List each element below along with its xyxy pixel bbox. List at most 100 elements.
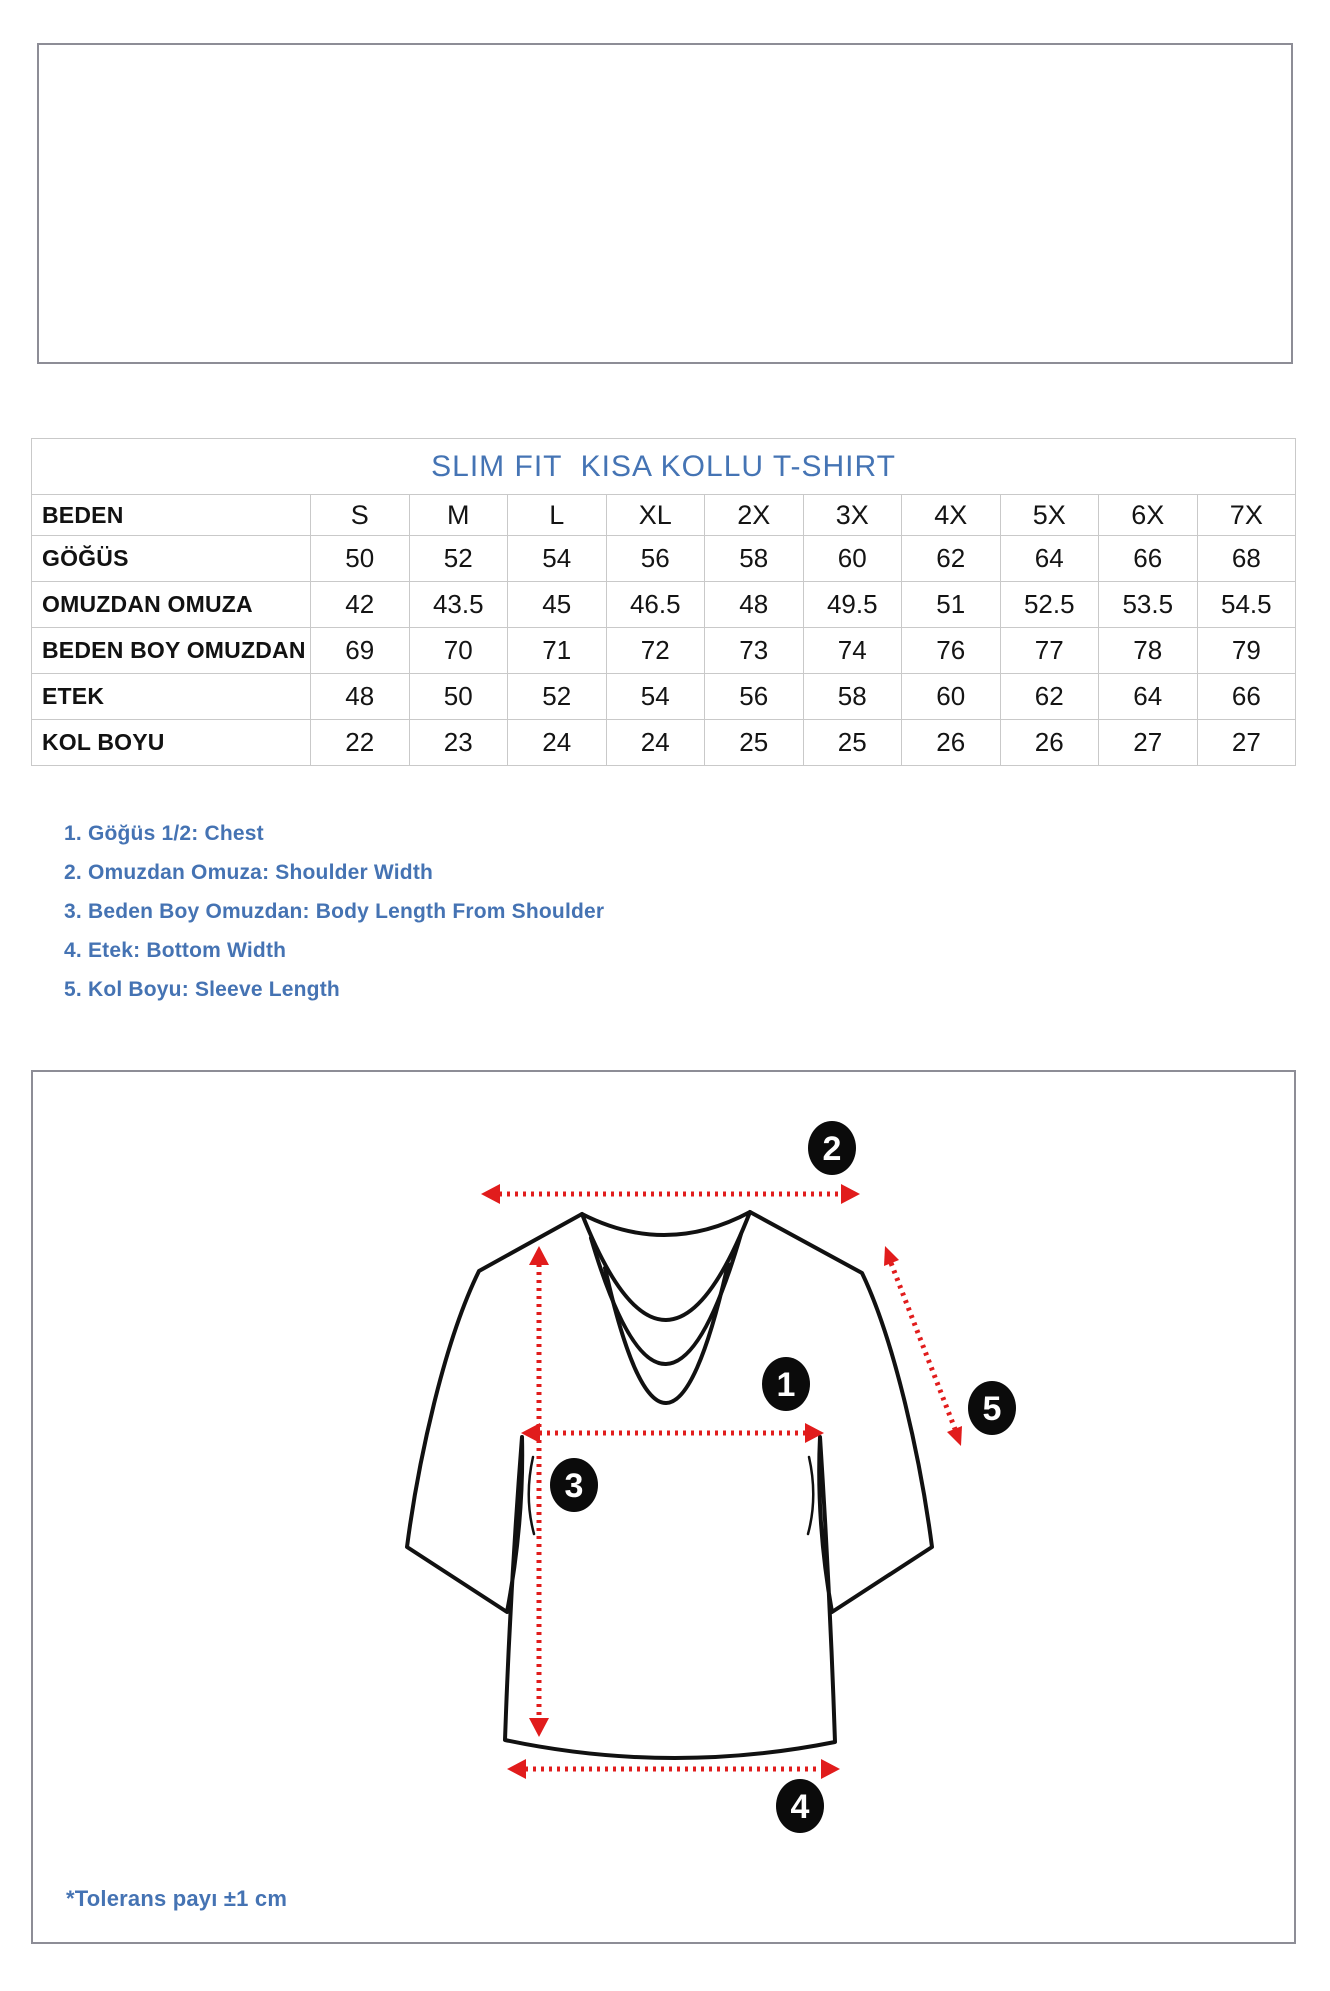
measurement-cell: 56: [704, 673, 804, 720]
size-column-header: 7X: [1196, 494, 1297, 536]
body-length-arrow: [529, 1246, 549, 1737]
measurement-cell: 50: [408, 673, 508, 720]
table-title-row: SLIM FIT KISA KOLLU T-SHIRT: [30, 438, 1297, 495]
measurement-cell: 54.5: [1196, 581, 1297, 628]
measurement-cell: 23: [408, 719, 508, 766]
measurement-cell: 48: [310, 673, 410, 720]
marker-4: 4: [776, 1779, 824, 1833]
measurement-row-label: ETEK: [31, 673, 311, 720]
measurement-cell: 42: [310, 581, 410, 628]
measurement-cell: 22: [310, 719, 410, 766]
measurement-cell: 64: [1098, 673, 1198, 720]
size-column-header: L: [507, 494, 607, 536]
tshirt-collar: [580, 1210, 752, 1405]
measurement-cell: 60: [802, 535, 902, 582]
measurement-cell: 49.5: [802, 581, 902, 628]
measurement-row: BEDEN BOY OMUZDAN 69 70 71 72 73 74 76 77 78 79: [31, 627, 1297, 674]
measurement-row: KOL BOYU 22 23 24 24 25 25 26 26 27 27: [31, 719, 1297, 766]
size-chart-section: SLIM FIT KISA KOLLU T-SHIRT BEDEN S M L XL 2…: [30, 438, 1297, 766]
measurement-row: GÖĞÜS 50 52 54 56 58 60 62 64 66 68: [31, 535, 1297, 582]
measurement-cell: 79: [1196, 627, 1297, 674]
measurement-cell: 62: [901, 535, 1001, 582]
size-header-row: BEDEN S M L XL 2X 3X 4X 5X 6X 7X: [31, 494, 1297, 536]
diagram-panel: 1 2 3 4 5 *Tolerans payı ±1 cm: [31, 1070, 1296, 1944]
measurement-cell: 25: [802, 719, 902, 766]
measure-arrows: [481, 1184, 962, 1779]
measurement-cell: 72: [605, 627, 705, 674]
measurement-cell: 45: [507, 581, 607, 628]
measurement-cell: 48: [704, 581, 804, 628]
measurement-row-label: OMUZDAN OMUZA: [31, 581, 311, 628]
measurement-cell: 66: [1098, 535, 1198, 582]
size-column-header: 6X: [1098, 494, 1198, 536]
measurement-cell: 68: [1196, 535, 1297, 582]
measurement-cell: 27: [1196, 719, 1297, 766]
svg-text:5: 5: [983, 1390, 1002, 1428]
chest-width-arrow: [521, 1423, 824, 1443]
measurement-cell: 54: [605, 673, 705, 720]
size-chart-title: SLIM FIT KISA KOLLU T-SHIRT: [30, 438, 1297, 495]
svg-text:4: 4: [791, 1788, 810, 1826]
sleeve-length-arrow: [884, 1246, 962, 1446]
marker-5: 5: [968, 1381, 1016, 1435]
measurement-cell: 24: [507, 719, 607, 766]
header-label-cell: BEDEN: [31, 494, 311, 536]
measurement-cell: 62: [999, 673, 1099, 720]
measurement-cell: 70: [408, 627, 508, 674]
tolerance-footnote: *Tolerans payı ±1 cm: [66, 1886, 288, 1911]
size-column-header: 5X: [999, 494, 1099, 536]
measurement-row: ETEK 48 50 52 54 56 58 60 62 64 66: [31, 673, 1297, 720]
legend-item: 3. Beden Boy Omuzdan: Body Length From S…: [64, 900, 605, 923]
size-column-header: 3X: [802, 494, 902, 536]
bottom-width-arrow: [507, 1759, 840, 1779]
legend-item: 5. Kol Boyu: Sleeve Length: [64, 978, 340, 1001]
measurement-cell: 56: [605, 535, 705, 582]
size-chart-body: GÖĞÜS 50 52 54 56 58 60 62 64 66 68 OMUZDAN OMUZA 42…: [31, 535, 1297, 766]
measurement-cell: 43.5: [408, 581, 508, 628]
legend-item: 2. Omuzdan Omuza: Shoulder Width: [64, 861, 434, 884]
size-column-header: M: [408, 494, 508, 536]
measurement-cell: 60: [901, 673, 1001, 720]
measurement-cell: 71: [507, 627, 607, 674]
measurement-row-label: GÖĞÜS: [31, 535, 311, 582]
tshirt-armpit-creases: [527, 1455, 815, 1536]
measurement-cell: 50: [310, 535, 410, 582]
measurement-row-label: KOL BOYU: [31, 719, 311, 766]
size-column-header: XL: [605, 494, 705, 536]
measurement-cell: 46.5: [605, 581, 705, 628]
size-column-header: 2X: [704, 494, 804, 536]
measurement-cell: 74: [802, 627, 902, 674]
marker-2: 2: [808, 1121, 856, 1175]
measurement-cell: 77: [999, 627, 1099, 674]
size-column-header: 4X: [901, 494, 1001, 536]
measurement-cell: 58: [802, 673, 902, 720]
marker-1: 1: [762, 1357, 810, 1411]
measurement-cell: 76: [901, 627, 1001, 674]
measurement-cell: 52: [507, 673, 607, 720]
measurement-cell: 78: [1098, 627, 1198, 674]
measurement-cell: 25: [704, 719, 804, 766]
measurement-cell: 66: [1196, 673, 1297, 720]
measurement-row: OMUZDAN OMUZA 42 43.5 45 46.5 48 49.5 51 52.5 53.…: [31, 581, 1297, 628]
size-chart-table: SLIM FIT KISA KOLLU T-SHIRT BEDEN S M L XL 2…: [30, 438, 1297, 766]
measurement-cell: 54: [507, 535, 607, 582]
svg-text:1: 1: [777, 1366, 796, 1404]
shoulder-width-arrow: [481, 1184, 860, 1204]
measurement-cell: 51: [901, 581, 1001, 628]
measurement-cell: 24: [605, 719, 705, 766]
legend-item: 1. Göğüs 1/2: Chest: [64, 822, 264, 845]
measurement-row-label: BEDEN BOY OMUZDAN: [31, 627, 311, 674]
tshirt-measurement-diagram: 1 2 3 4 5: [405, 1121, 1016, 1833]
measurement-cell: 52.5: [999, 581, 1099, 628]
measurement-cell: 69: [310, 627, 410, 674]
measurement-cell: 73: [704, 627, 804, 674]
measurement-cell: 53.5: [1098, 581, 1198, 628]
legend-item: 4. Etek: Bottom Width: [64, 939, 287, 962]
measurement-cell: 64: [999, 535, 1099, 582]
measurement-cell: 26: [999, 719, 1099, 766]
measurement-cell: 52: [408, 535, 508, 582]
measurement-cell: 26: [901, 719, 1001, 766]
tshirt-outline: [405, 1210, 934, 1761]
measurement-legend: 1. Göğüs 1/2: Chest 2. Omuzdan Omuza: Sho…: [64, 823, 604, 1018]
measurement-cell: 58: [704, 535, 804, 582]
